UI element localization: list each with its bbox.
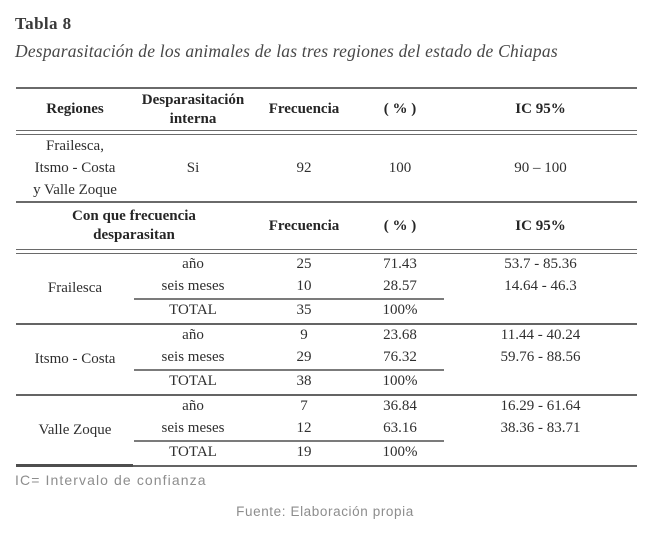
divider-section xyxy=(16,201,637,203)
table-caption: Desparasitación de los animales de las t… xyxy=(15,41,558,61)
cell-total-pct: 100% xyxy=(382,373,418,390)
region-line: y Valle Zoque xyxy=(33,182,117,198)
header-line: Con que frecuencia xyxy=(72,208,196,225)
header-line: interna xyxy=(169,110,217,127)
cell-pct: 23.68 xyxy=(383,327,417,344)
region-label: Frailesca xyxy=(47,280,103,297)
cell-label: año xyxy=(182,327,204,344)
table-number-title: Tabla 8 xyxy=(15,14,72,33)
cell-empty xyxy=(444,369,637,394)
region-label: Valle Zoque xyxy=(38,422,112,439)
header-line: Desparasitación xyxy=(141,91,245,108)
cell-empty xyxy=(444,440,637,465)
section-frailesca: Frailesca año 25 71.43 53.7 - 85.36 seis… xyxy=(16,254,637,325)
cell-pct: 63.16 xyxy=(356,417,444,442)
cell-pct: 76.32 xyxy=(356,346,444,371)
header-line: desparasitan xyxy=(93,227,175,243)
cell-total-frecuencia: 38 xyxy=(296,373,312,390)
cell-frecuencia: 25 xyxy=(296,256,312,273)
cell-interna: Si xyxy=(186,160,200,176)
cell-ic: 59.76 - 88.56 xyxy=(500,349,581,366)
cell-label: año xyxy=(182,256,204,273)
cell-ic: 11.44 - 40.24 xyxy=(500,327,581,344)
divider-bottom-left-segment xyxy=(16,464,133,467)
cell-label: seis meses xyxy=(134,275,252,300)
cell-pct: 28.57 xyxy=(356,275,444,300)
cell-ic: 53.7 - 85.36 xyxy=(504,256,577,273)
cell-total-frecuencia: 19 xyxy=(296,444,312,461)
ic-footnote: IC= Intervalo de confianza xyxy=(15,472,207,488)
cell-total-label: TOTAL xyxy=(169,373,217,390)
cell-frecuencia: 9 xyxy=(300,327,308,344)
cell-frecuencia: 7 xyxy=(300,398,308,415)
column-header-desparasitacion-interna: Desparasitación interna xyxy=(134,89,252,130)
region-line: Frailesca, xyxy=(46,138,104,154)
divider-double xyxy=(16,130,637,135)
cell-pct: 71.43 xyxy=(383,256,417,273)
deworming-table: Regiones Desparasitación interna Frecuen… xyxy=(16,87,637,467)
cell-pct: 36.84 xyxy=(383,398,417,415)
cell-ic: 38.36 - 83.71 xyxy=(500,420,581,437)
table1-header-row: Regiones Desparasitación interna Frecuen… xyxy=(16,89,637,130)
column-header-pct: ( % ) xyxy=(383,217,417,234)
cell-total-frecuencia: 35 xyxy=(296,302,312,319)
cell-ic: 14.64 - 46.3 xyxy=(504,278,577,295)
cell-pct: 100 xyxy=(388,160,412,176)
cell-total-pct: 100% xyxy=(382,302,418,319)
region-label: Itsmo - Costa xyxy=(34,351,116,368)
source-note: Fuente: Elaboración propia xyxy=(236,504,414,519)
column-header-regiones: Regiones xyxy=(46,101,104,118)
table1-data-row: Frailesca, Itsmo - Costa y Valle Zoque S… xyxy=(16,135,637,201)
divider-top xyxy=(16,87,637,89)
column-header-pct: ( % ) xyxy=(383,101,417,118)
divider-double xyxy=(16,249,637,254)
column-header-frecuencia: Frecuencia xyxy=(268,101,340,118)
column-header-ic95: IC 95% xyxy=(515,101,566,118)
cell-frecuencia: 12 xyxy=(252,417,356,442)
cell-frecuencia: 29 xyxy=(252,346,356,371)
cell-ic: 16.29 - 61.64 xyxy=(500,398,581,415)
cell-label: seis meses xyxy=(134,417,252,442)
section-itsmo-costa: Itsmo - Costa año 9 23.68 11.44 - 40.24 … xyxy=(16,325,637,396)
cell-ic: 90 – 100 xyxy=(514,160,567,176)
cell-total-label: TOTAL xyxy=(169,444,217,461)
column-header-con-que-frecuencia: Con que frecuencia desparasitan xyxy=(16,203,252,249)
cell-regions: Frailesca, Itsmo - Costa y Valle Zoque xyxy=(16,135,134,201)
cell-label: año xyxy=(182,398,204,415)
cell-label: seis meses xyxy=(134,346,252,371)
column-header-frecuencia: Frecuencia xyxy=(268,217,340,234)
cell-total-pct: 100% xyxy=(382,444,418,461)
table2-header-row: Con que frecuencia desparasitan Frecuenc… xyxy=(16,203,637,249)
cell-total-label: TOTAL xyxy=(169,302,217,319)
column-header-ic95: IC 95% xyxy=(515,217,566,234)
region-line: Itsmo - Costa xyxy=(34,160,116,176)
section-valle-zoque: Valle Zoque año 7 36.84 16.29 - 61.64 se… xyxy=(16,396,637,467)
cell-frecuencia: 10 xyxy=(252,275,356,300)
cell-frecuencia: 92 xyxy=(296,160,312,176)
cell-empty xyxy=(444,298,637,323)
